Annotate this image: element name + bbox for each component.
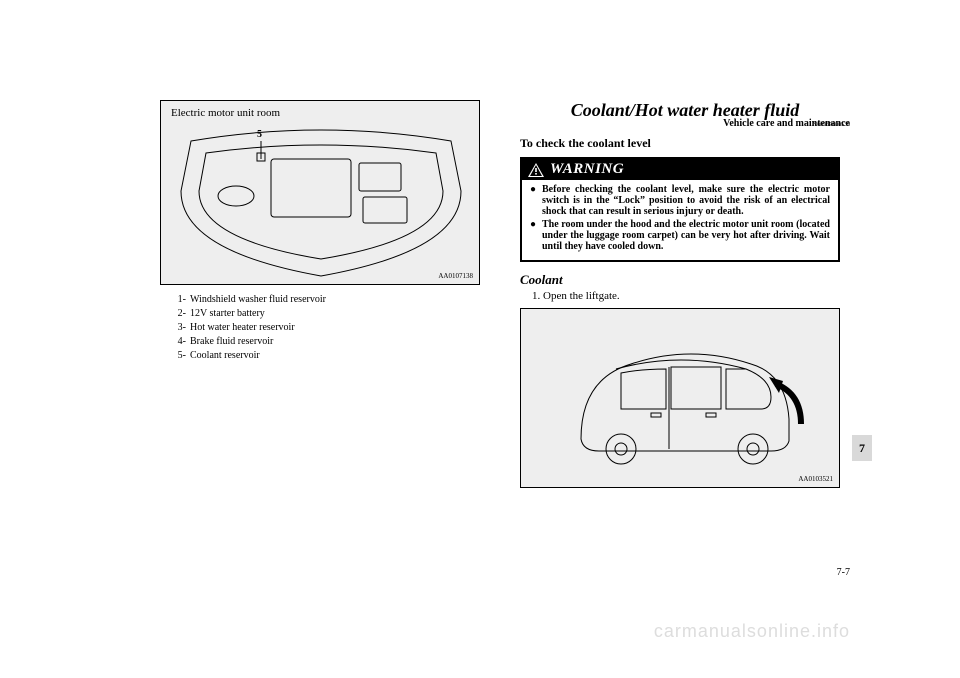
figure-id: AA0107138 <box>438 272 473 280</box>
legend-text: Hot water heater reservoir <box>190 321 295 335</box>
legend-num: 3- <box>174 321 190 335</box>
bullet-icon: ● <box>530 184 542 217</box>
component-legend: 1-Windshield washer fluid reservoir 2-12… <box>174 293 490 363</box>
bullet-icon: ● <box>530 219 542 252</box>
page-number: 7-7 <box>837 567 850 578</box>
warning-text: Before checking the coolant level, make … <box>542 184 830 217</box>
legend-text: Windshield washer fluid reservoir <box>190 293 326 307</box>
engine-bay-illustration <box>161 101 480 285</box>
right-column: Coolant/Hot water heater fluid N00937800… <box>520 100 850 496</box>
legend-num: 1- <box>174 293 190 307</box>
car-liftgate-illustration <box>521 309 840 488</box>
figure-liftgate: AA0103521 <box>520 308 840 488</box>
legend-text: Coolant reservoir <box>190 349 260 363</box>
figure-id: AA0103521 <box>798 475 833 483</box>
section-tab: 7 <box>852 435 872 461</box>
left-column: Electric motor unit room 5 AA01 <box>160 100 490 496</box>
figure-caption: Electric motor unit room <box>171 107 280 119</box>
subheading: To check the coolant level <box>520 136 850 151</box>
warning-box: WARNING ●Before checking the coolant lev… <box>520 157 840 262</box>
chapter-heading: Vehicle care and maintenance <box>723 118 850 129</box>
callout-5: 5 <box>257 129 262 140</box>
step-text: 1. Open the liftgate. <box>532 290 850 302</box>
legend-text: 12V starter battery <box>190 307 265 321</box>
legend-text: Brake fluid reservoir <box>190 335 273 349</box>
legend-num: 4- <box>174 335 190 349</box>
subsection-title: Coolant <box>520 272 850 288</box>
warning-icon <box>528 163 544 177</box>
legend-num: 5- <box>174 349 190 363</box>
warning-header: WARNING <box>522 159 838 180</box>
watermark: carmanualsonline.info <box>654 621 850 642</box>
warning-text: The room under the hood and the electric… <box>542 219 830 252</box>
legend-num: 2- <box>174 307 190 321</box>
warning-label: WARNING <box>550 161 624 178</box>
figure-motor-room: Electric motor unit room 5 AA01 <box>160 100 480 285</box>
warning-body: ●Before checking the coolant level, make… <box>522 180 838 260</box>
